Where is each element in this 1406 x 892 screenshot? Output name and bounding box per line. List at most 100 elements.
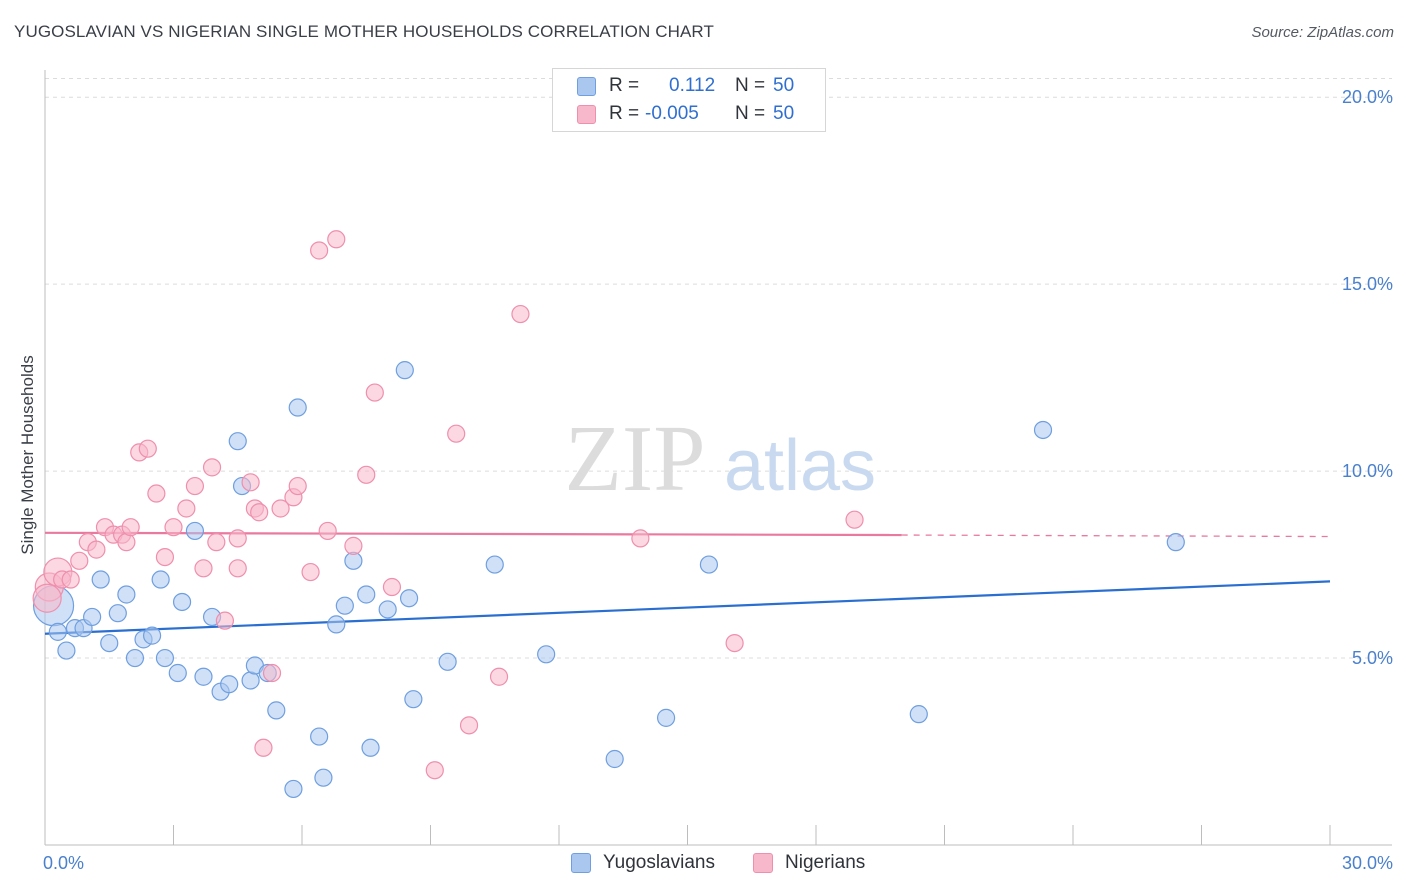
- legend-n-value: 50: [773, 103, 795, 124]
- point-nigerian: [845, 510, 864, 529]
- legend-n-value: 50: [773, 75, 795, 96]
- point-yugoslavian: [335, 596, 354, 615]
- point-yugoslavian: [378, 600, 397, 619]
- point-nigerian: [250, 503, 269, 522]
- point-nigerian: [725, 633, 744, 653]
- y-tick-label: 5.0%: [1352, 648, 1393, 668]
- point-nigerian: [357, 465, 376, 484]
- legend-n-label: N =: [735, 103, 766, 124]
- axes: [44, 70, 1392, 846]
- point-yugoslavian: [327, 615, 346, 634]
- point-yugoslavian: [399, 589, 419, 608]
- point-yugoslavian: [172, 592, 192, 612]
- point-nigerian: [489, 667, 509, 686]
- point-yugoslavian: [108, 604, 127, 623]
- watermark: ZIP atlas: [565, 407, 877, 511]
- point-yugoslavian: [151, 570, 170, 589]
- point-yugoslavian: [241, 671, 260, 690]
- point-nigerian: [447, 424, 466, 443]
- data-points: [32, 230, 1185, 799]
- point-nigerian: [32, 583, 62, 613]
- point-yugoslavian: [125, 648, 145, 668]
- bottom-legend-swatch-pink: [753, 853, 773, 873]
- bottom-legend-label: Yugoslavians: [603, 852, 715, 873]
- point-yugoslavian: [284, 779, 303, 799]
- point-yugoslavian: [48, 622, 67, 641]
- point-yugoslavian: [83, 607, 102, 627]
- point-nigerian: [147, 484, 166, 503]
- gridlines: [45, 78, 1392, 659]
- legend-n-label: N =: [735, 75, 766, 96]
- y-tick-label: 20.0%: [1342, 87, 1393, 107]
- point-nigerian: [365, 383, 384, 402]
- point-nigerian: [425, 761, 444, 780]
- legend-swatch-pink: [577, 105, 596, 124]
- point-yugoslavian: [361, 738, 380, 757]
- point-yugoslavian: [395, 361, 414, 380]
- point-yugoslavian: [220, 675, 239, 694]
- point-nigerian: [202, 458, 222, 477]
- point-nigerian: [121, 518, 140, 537]
- point-yugoslavian: [404, 690, 423, 709]
- point-nigerian: [155, 547, 175, 567]
- point-nigerian: [459, 716, 479, 735]
- point-nigerian: [70, 551, 89, 570]
- source-label: Source: ZipAtlas.com: [1251, 24, 1394, 41]
- bottom-legend-label: Nigerians: [785, 852, 866, 873]
- point-yugoslavian: [57, 641, 76, 660]
- point-nigerian: [310, 241, 329, 260]
- point-nigerian: [262, 663, 282, 683]
- legend-row-nigerians: R = -0.005 N = 50: [553, 101, 825, 127]
- point-nigerian: [631, 529, 650, 548]
- point-nigerian: [61, 570, 80, 589]
- point-nigerian: [228, 559, 247, 578]
- point-yugoslavian: [909, 705, 928, 724]
- watermark-zip: ZIP: [565, 407, 706, 511]
- y-tick-label: 10.0%: [1342, 461, 1393, 481]
- point-nigerian: [382, 577, 402, 597]
- point-nigerian: [511, 304, 530, 324]
- point-yugoslavian: [91, 570, 110, 589]
- point-nigerian: [288, 476, 307, 496]
- point-nigerian: [254, 738, 273, 757]
- chart-title: YUGOSLAVIAN VS NIGERIAN SINGLE MOTHER HO…: [14, 22, 714, 41]
- point-yugoslavian: [438, 652, 457, 671]
- point-nigerian: [215, 611, 234, 630]
- correlation-legend: R = 0.112 N = 50 R = -0.005 N = 50: [552, 68, 826, 132]
- legend-r-label: R =: [609, 75, 640, 96]
- legend-swatch-blue: [577, 77, 596, 96]
- x-tick-label-max: 30.0%: [1342, 853, 1393, 873]
- point-yugoslavian: [117, 585, 136, 604]
- point-yugoslavian: [267, 701, 286, 720]
- point-yugoslavian: [310, 727, 329, 746]
- point-yugoslavian: [142, 626, 162, 645]
- point-yugoslavian: [656, 708, 676, 727]
- point-nigerian: [87, 540, 106, 559]
- legend-r-label: R =: [609, 103, 640, 124]
- point-yugoslavian: [228, 432, 247, 451]
- point-nigerian: [344, 536, 363, 555]
- point-nigerian: [327, 230, 346, 249]
- point-nigerian: [228, 529, 247, 548]
- point-nigerian: [301, 562, 320, 582]
- point-yugoslavian: [314, 768, 333, 787]
- point-yugoslavian: [605, 749, 624, 769]
- watermark-atlas: atlas: [724, 426, 876, 506]
- point-nigerian: [138, 439, 157, 458]
- point-yugoslavian: [537, 645, 556, 664]
- point-yugoslavian: [485, 555, 504, 574]
- point-nigerian: [271, 499, 290, 518]
- legend-r-value: -0.005: [645, 103, 699, 124]
- x-tick-label-min: 0.0%: [43, 853, 84, 873]
- point-yugoslavian: [699, 555, 719, 574]
- point-yugoslavian: [288, 398, 307, 417]
- point-nigerian: [194, 559, 213, 578]
- point-yugoslavian: [100, 633, 119, 653]
- point-yugoslavian: [168, 663, 187, 683]
- point-nigerian: [241, 473, 260, 492]
- point-yugoslavian: [155, 648, 175, 668]
- point-nigerian: [164, 518, 183, 537]
- trend-lines: [44, 531, 1331, 635]
- point-yugoslavian: [1166, 533, 1185, 552]
